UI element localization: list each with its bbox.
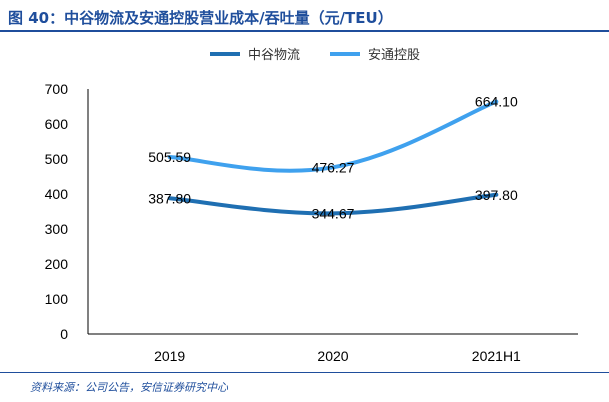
- data-label: 344.67: [312, 205, 355, 221]
- source-note: 资料来源：公司公告，安信证券研究中心: [30, 381, 228, 394]
- figure-title: 图 40：中谷物流及安通控股营业成本/吞吐量（元/TEU）: [8, 9, 393, 27]
- figure-title-bar: 图 40：中谷物流及安通控股营业成本/吞吐量（元/TEU）: [0, 0, 609, 32]
- data-label: 476.27: [312, 159, 355, 175]
- y-tick-label: 700: [45, 81, 69, 97]
- data-labels-antong: 505.59 476.27 664.10: [148, 94, 518, 176]
- line-chart: 中谷物流 安通控股 0 100 200 300 400 500 600 700 …: [45, 47, 578, 364]
- data-label: 664.10: [475, 94, 518, 110]
- legend: 中谷物流 安通控股: [210, 47, 420, 62]
- axes: [87, 89, 578, 335]
- series-line-zhonggu: [167, 192, 499, 216]
- legend-label-zhonggu: 中谷物流: [248, 47, 300, 62]
- y-tick-label: 0: [60, 326, 68, 342]
- y-tick-label: 600: [45, 116, 69, 132]
- data-label: 505.59: [148, 149, 191, 165]
- data-labels-zhonggu: 387.80 344.67 397.80: [148, 187, 518, 222]
- y-tick-label: 100: [45, 291, 69, 307]
- y-tick-label: 400: [45, 186, 69, 202]
- x-tick-label: 2021H1: [472, 348, 521, 364]
- y-tick-label: 300: [45, 221, 69, 237]
- series-line-antong: [167, 99, 499, 173]
- x-tick-label: 2019: [154, 348, 185, 364]
- source-bar: 资料来源：公司公告，安信证券研究中心: [0, 372, 609, 402]
- y-tick-labels: 0 100 200 300 400 500 600 700: [45, 81, 69, 342]
- data-label: 387.80: [148, 190, 191, 206]
- y-tick-label: 500: [45, 151, 69, 167]
- y-tick-label: 200: [45, 256, 69, 272]
- legend-label-antong: 安通控股: [368, 47, 420, 62]
- data-label: 397.80: [475, 187, 518, 203]
- x-tick-label: 2020: [317, 348, 348, 364]
- x-tick-labels: 2019 2020 2021H1: [154, 348, 521, 364]
